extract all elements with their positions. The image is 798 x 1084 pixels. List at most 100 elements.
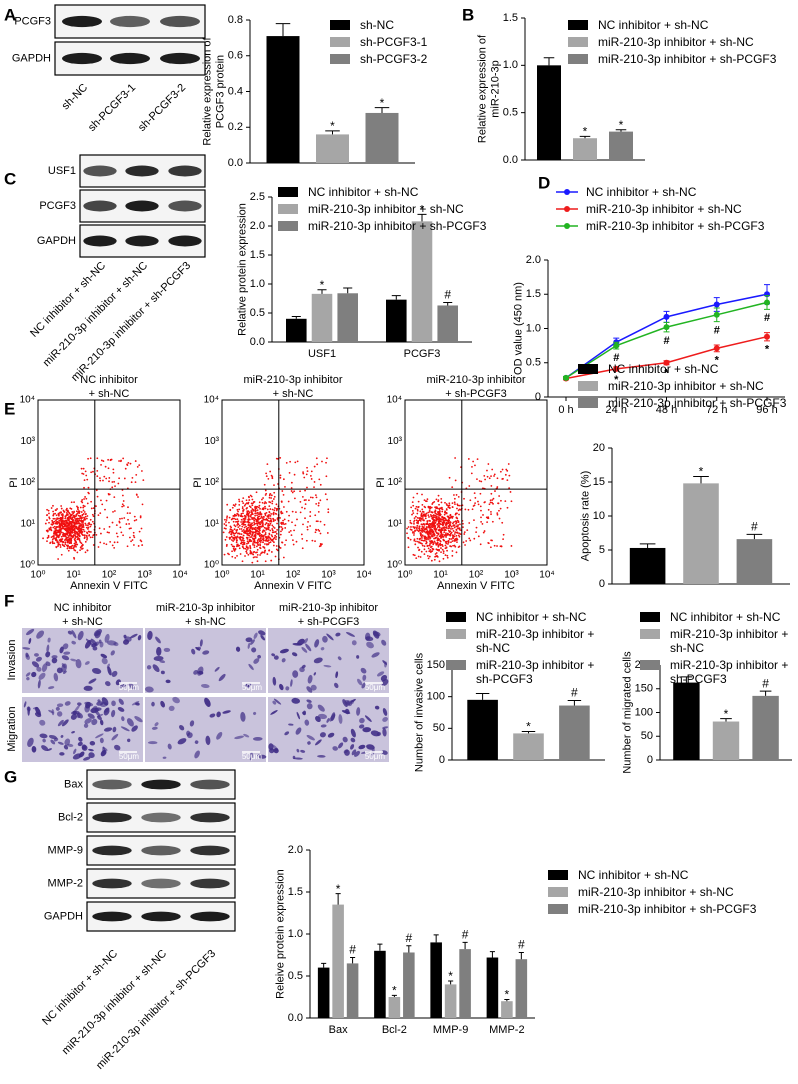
flow-dot <box>77 514 80 517</box>
flow-dot <box>242 541 244 544</box>
flow-dot <box>239 553 242 555</box>
flow-dot <box>64 528 67 530</box>
significance: * <box>614 374 619 386</box>
cell <box>351 749 357 756</box>
flow-dot <box>103 542 105 545</box>
flow-dot <box>70 547 73 550</box>
cell <box>78 736 83 742</box>
flow-dot <box>444 518 447 521</box>
flow-dot <box>415 557 418 560</box>
bar <box>316 134 349 163</box>
y-tick-label: 1.0 <box>526 322 541 334</box>
y-tick-label: 10 <box>593 510 605 522</box>
cell <box>268 743 274 751</box>
flow-dot <box>455 539 458 542</box>
flow-dot <box>81 499 84 501</box>
flow-dot <box>441 545 444 548</box>
flow-dot <box>78 524 81 527</box>
flow-dot <box>467 508 470 511</box>
cell <box>380 674 388 682</box>
flow-dot <box>265 536 268 538</box>
flow-dot <box>431 511 434 514</box>
flow-dot <box>258 504 261 507</box>
flow-dot <box>265 475 268 478</box>
band <box>92 812 132 823</box>
flow-dot <box>439 523 441 526</box>
flow-dot <box>90 523 93 526</box>
flow-dot <box>70 534 73 537</box>
flow-dot <box>283 518 286 521</box>
flow-dot <box>477 535 480 538</box>
flow-dot <box>245 546 248 549</box>
cell <box>26 628 35 636</box>
protein-label: MMP-2 <box>48 877 83 889</box>
error-bar <box>759 690 772 696</box>
flow-dot <box>81 530 84 533</box>
flow-dot <box>125 523 128 525</box>
band <box>125 200 159 212</box>
flow-dot <box>76 507 79 509</box>
flow-dot <box>427 534 430 536</box>
cell <box>177 738 187 745</box>
cell <box>334 682 339 689</box>
error-bar <box>321 962 327 968</box>
flow-dot <box>50 529 53 532</box>
flow-dot <box>263 530 266 532</box>
flow-dot <box>82 467 85 470</box>
flow-dot <box>229 530 231 533</box>
flow-dot <box>81 513 84 516</box>
flow-dot <box>136 466 139 468</box>
cell <box>253 658 260 664</box>
cell <box>313 657 323 664</box>
flow-dot <box>68 523 71 526</box>
flow-dot <box>442 526 445 529</box>
y-tick-label: 5 <box>599 544 605 556</box>
flow-dot <box>264 533 267 536</box>
flow-dot <box>61 513 64 516</box>
flow-dot <box>438 538 441 541</box>
legend-label: sh-PCGF3-1 <box>360 35 428 49</box>
flow-dot <box>433 527 436 530</box>
flow-dot <box>440 551 442 554</box>
flow-dot <box>421 493 423 496</box>
cell <box>162 756 167 759</box>
flow-dot <box>228 516 231 519</box>
cell <box>272 744 279 751</box>
flow-dot <box>456 541 458 544</box>
flow-dot <box>254 509 257 512</box>
flow-dot <box>242 510 245 512</box>
flow-dot <box>64 541 67 544</box>
flow-dot <box>48 527 51 530</box>
flow-dot <box>88 534 91 536</box>
cell <box>357 678 363 686</box>
point <box>713 345 720 352</box>
flow-dot <box>254 536 257 538</box>
flow-dot <box>95 489 98 492</box>
flow-dot <box>71 536 74 539</box>
flow-dot <box>441 508 444 511</box>
flow-dot <box>85 474 88 477</box>
flow-dot <box>253 546 256 549</box>
cell <box>160 670 165 675</box>
flow-dot <box>60 507 63 510</box>
flow-dot <box>57 513 60 516</box>
flow-dot <box>45 514 48 517</box>
flow-dot <box>110 458 113 461</box>
legend-swatch <box>330 20 350 30</box>
flow-dot <box>242 547 245 550</box>
significance: * <box>320 278 325 292</box>
flow-dot <box>279 474 282 477</box>
cell <box>245 684 250 688</box>
lane-label: miR-210-3p inhibitor + sh-NC <box>60 948 169 1057</box>
flow-dot <box>234 518 237 521</box>
flow-dot <box>75 517 78 520</box>
legend-item: miR-210-3p inhibitor + sh-NC <box>568 35 796 49</box>
x-tick-label: 24 h <box>606 404 627 416</box>
significance: # <box>714 325 720 337</box>
flow-dot <box>86 549 89 552</box>
flow-dot <box>70 522 73 525</box>
cell <box>64 738 71 746</box>
flow-dot <box>235 529 238 532</box>
cell <box>319 732 326 738</box>
cell <box>34 653 39 657</box>
